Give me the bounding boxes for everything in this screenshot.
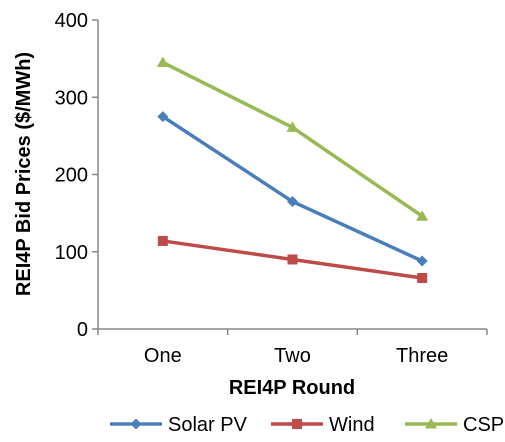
legend-swatch-marker	[130, 418, 142, 430]
data-point-marker	[287, 196, 298, 208]
data-point-marker	[157, 111, 169, 123]
series-wind	[157, 235, 428, 284]
data-point-marker	[157, 235, 168, 246]
y-tick-label: 200	[55, 165, 88, 187]
data-point-marker	[287, 254, 298, 265]
y-tick-label: 300	[55, 87, 88, 109]
x-axis-title: REI4P Round	[229, 377, 355, 399]
x-tick-label: Two	[274, 345, 311, 367]
legend-item: Solar PV	[110, 414, 248, 436]
y-tick-label: 400	[55, 10, 88, 32]
data-point-marker	[156, 56, 169, 67]
series-group	[156, 56, 429, 284]
series-csp	[156, 56, 429, 221]
data-point-marker	[417, 273, 428, 284]
data-point-marker	[416, 210, 429, 221]
series-solar-pv	[157, 111, 428, 267]
x-tick-label: One	[144, 345, 182, 367]
legend-label: CSP	[463, 414, 504, 436]
legend-item: CSP	[405, 414, 504, 436]
y-tick-label: 100	[55, 242, 88, 264]
data-point-marker	[286, 121, 299, 132]
y-axis-title: REI4P Bid Prices ($/MWh)	[13, 52, 35, 296]
legend-label: Wind	[329, 414, 375, 436]
series-line	[162, 60, 424, 218]
legend-swatch-marker	[292, 419, 302, 429]
legend-item: Wind	[271, 414, 375, 436]
legend-swatch-marker	[425, 418, 437, 429]
y-tick-label: 0	[77, 319, 88, 341]
legend: Solar PV Wind CSP	[110, 414, 504, 436]
legend-label: Solar PV	[168, 414, 248, 436]
axes: 0 100 200 300 400 One Two Three	[55, 10, 488, 367]
data-point-marker	[416, 255, 428, 267]
x-tick-label: Three	[396, 345, 448, 367]
